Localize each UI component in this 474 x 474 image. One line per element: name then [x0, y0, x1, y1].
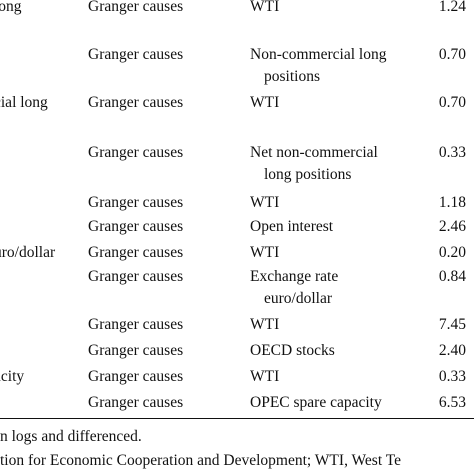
- f-statistic-cell: 0.33: [438, 368, 466, 385]
- variable-effect-cell: Open interest: [250, 216, 333, 238]
- f-statistic-cell: 0.70: [438, 94, 466, 111]
- f-statistic-cell: 0.33: [438, 144, 466, 161]
- f-statistic-cell: 6.53: [438, 394, 466, 411]
- variable-effect-cell: WTI: [250, 92, 279, 114]
- variable-effect-cell: Net non-commercial long positions: [250, 142, 378, 186]
- f-statistic-cell: 2.40: [438, 342, 466, 359]
- variable-effect-cell: Non-commercial long positions: [250, 44, 386, 88]
- variable-effect-line: WTI: [250, 368, 280, 385]
- relation-cell: Granger causes: [88, 218, 184, 235]
- variable-cause-cell: acity: [0, 368, 25, 385]
- relation-cell: Granger causes: [88, 342, 184, 359]
- variable-effect-line: Non-commercial long: [250, 46, 387, 63]
- variable-effect-line: Exchange rate: [250, 268, 339, 285]
- variable-effect-line: Open interest: [250, 218, 334, 235]
- variable-effect-cell: Exchange rate euro/dollar: [250, 266, 338, 310]
- variable-effect-line: OPEC spare capacity: [250, 394, 382, 411]
- f-statistic-cell: 0.70: [438, 46, 466, 63]
- table-bottom-rule: [0, 418, 474, 419]
- variable-effect-line: OECD stocks: [250, 342, 335, 359]
- table-note-1: n logs and differenced.: [0, 428, 142, 445]
- variable-effect-line: positions: [264, 68, 320, 85]
- f-statistic-cell: 0.20: [438, 244, 466, 261]
- variable-effect-line: WTI: [250, 94, 280, 111]
- variable-cause-cell: cial long: [0, 94, 48, 111]
- variable-effect-cell: WTI: [250, 0, 279, 18]
- relation-cell: Granger causes: [88, 46, 184, 63]
- relation-cell: Granger causes: [88, 194, 184, 211]
- relation-cell: Granger causes: [88, 144, 184, 161]
- variable-effect-line: WTI: [250, 0, 280, 15]
- relation-cell: Granger causes: [88, 244, 184, 261]
- variable-effect-cell: WTI: [250, 192, 279, 214]
- f-statistic-cell: 1.24: [438, 0, 466, 15]
- relation-cell: Granger causes: [88, 268, 184, 285]
- variable-effect-cell: WTI: [250, 242, 279, 264]
- table-note-2: tion for Economic Cooperation and Develo…: [0, 452, 402, 469]
- variable-cause-cell: long: [0, 0, 22, 15]
- relation-cell: Granger causes: [88, 94, 184, 111]
- variable-effect-line: WTI: [250, 244, 280, 261]
- variable-cause-cell: uro/dollar: [0, 244, 56, 261]
- relation-cell: Granger causes: [88, 368, 184, 385]
- relation-cell: Granger causes: [88, 316, 184, 333]
- f-statistic-cell: 2.46: [438, 218, 466, 235]
- relation-cell: Granger causes: [88, 0, 184, 15]
- variable-effect-line: WTI: [250, 316, 280, 333]
- variable-effect-cell: WTI: [250, 314, 279, 336]
- variable-effect-line: long positions: [264, 166, 352, 183]
- f-statistic-cell: 0.84: [438, 268, 466, 285]
- variable-effect-cell: OECD stocks: [250, 340, 335, 362]
- variable-effect-line: euro/dollar: [264, 290, 333, 307]
- variable-effect-line: Net non-commercial: [250, 144, 378, 161]
- variable-effect-line: WTI: [250, 194, 280, 211]
- f-statistic-cell: 1.18: [438, 194, 466, 211]
- variable-effect-cell: OPEC spare capacity: [250, 392, 382, 414]
- variable-effect-cell: WTI: [250, 366, 279, 388]
- relation-cell: Granger causes: [88, 394, 184, 411]
- f-statistic-cell: 7.45: [438, 316, 466, 333]
